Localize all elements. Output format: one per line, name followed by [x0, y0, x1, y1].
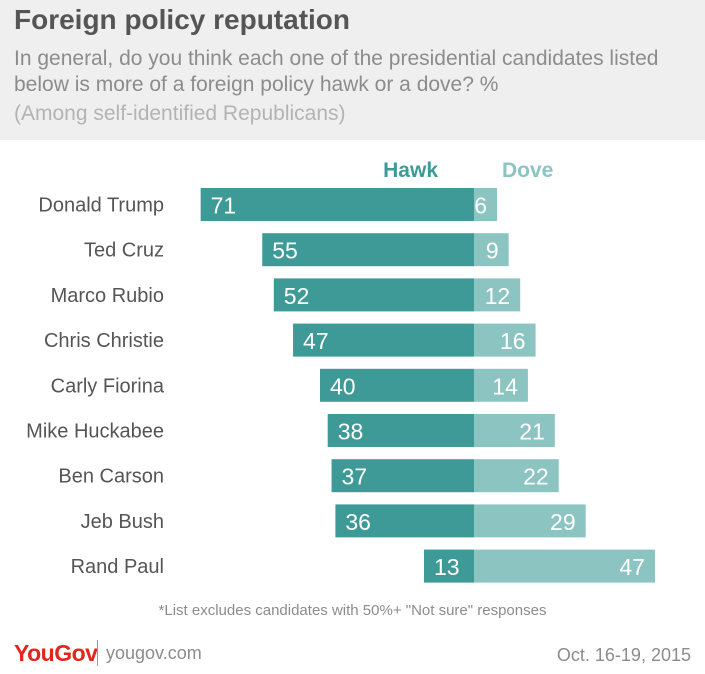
category-label: Rand Paul	[71, 556, 164, 578]
hawk-value-label: 38	[338, 419, 364, 445]
category-label: Ted Cruz	[84, 240, 164, 262]
chart-subtitle: In general, do you think each one of the…	[14, 47, 659, 96]
hawk-value-label: 52	[284, 283, 310, 309]
dove-value-label: 6	[474, 193, 487, 219]
chart-note: (Among self-identified Republicans)	[14, 102, 346, 125]
dove-bar	[474, 368, 528, 402]
survey-date: Oct. 16-19, 2015	[556, 645, 691, 665]
hawk-value-label: 55	[272, 238, 298, 264]
legend-hawk: Hawk	[383, 159, 438, 182]
yougov-logo: YouGov	[14, 640, 98, 666]
category-label: Ben Carson	[58, 466, 164, 488]
legend-dove: Dove	[502, 159, 553, 182]
category-label: Marco Rubio	[51, 285, 164, 307]
diverging-bar-chart: Hawk Dove Donald Trump 71 6 Ted Cruz 55 9 Marco …	[26, 159, 655, 583]
dove-value-label: 47	[619, 554, 645, 580]
hawk-value-label: 47	[303, 328, 329, 354]
dove-value-label: 16	[500, 328, 526, 354]
dove-bar	[474, 323, 536, 357]
dove-value-label: 9	[486, 238, 499, 264]
category-label: Chris Christie	[44, 330, 164, 352]
logo-divider	[97, 640, 98, 666]
hawk-value-label: 37	[342, 464, 368, 490]
dove-bar	[474, 414, 555, 447]
category-label: Jeb Bush	[81, 511, 164, 533]
dove-value-label: 21	[519, 419, 545, 445]
dove-bar	[474, 504, 586, 538]
hawk-bar	[293, 323, 474, 357]
hawk-bar	[320, 368, 474, 402]
category-label: Carly Fiorina	[51, 375, 165, 397]
hawk-bar	[331, 459, 474, 493]
hawk-bar	[327, 414, 474, 447]
hawk-value-label: 36	[345, 509, 371, 535]
dove-value-label: 29	[550, 509, 576, 535]
dove-value-label: 12	[485, 283, 511, 309]
hawk-bar	[335, 504, 474, 538]
dove-bar	[474, 459, 559, 493]
dove-bar	[474, 188, 498, 221]
category-label: Mike Huckabee	[26, 421, 164, 443]
hawk-value-label: 71	[211, 193, 237, 219]
hawk-value-label: 13	[434, 554, 460, 580]
header-band: Foreign policy reputation In general, do…	[0, 0, 705, 140]
hawk-bar	[200, 188, 474, 221]
dove-bar	[474, 549, 655, 583]
site-url: yougov.com	[106, 643, 202, 663]
category-label: Donald Trump	[38, 195, 164, 217]
dove-value-label: 14	[492, 373, 518, 399]
hawk-value-label: 40	[330, 373, 356, 399]
dove-bar	[474, 233, 509, 267]
hawk-bar	[423, 549, 474, 583]
hawk-bar	[273, 278, 474, 312]
dove-value-label: 22	[523, 464, 549, 490]
dove-bar	[474, 278, 521, 312]
chart-title: Foreign policy reputation	[14, 4, 351, 35]
hawk-bar	[262, 233, 474, 267]
footnote: *List excludes candidates with 50%+ "Not…	[158, 602, 547, 619]
